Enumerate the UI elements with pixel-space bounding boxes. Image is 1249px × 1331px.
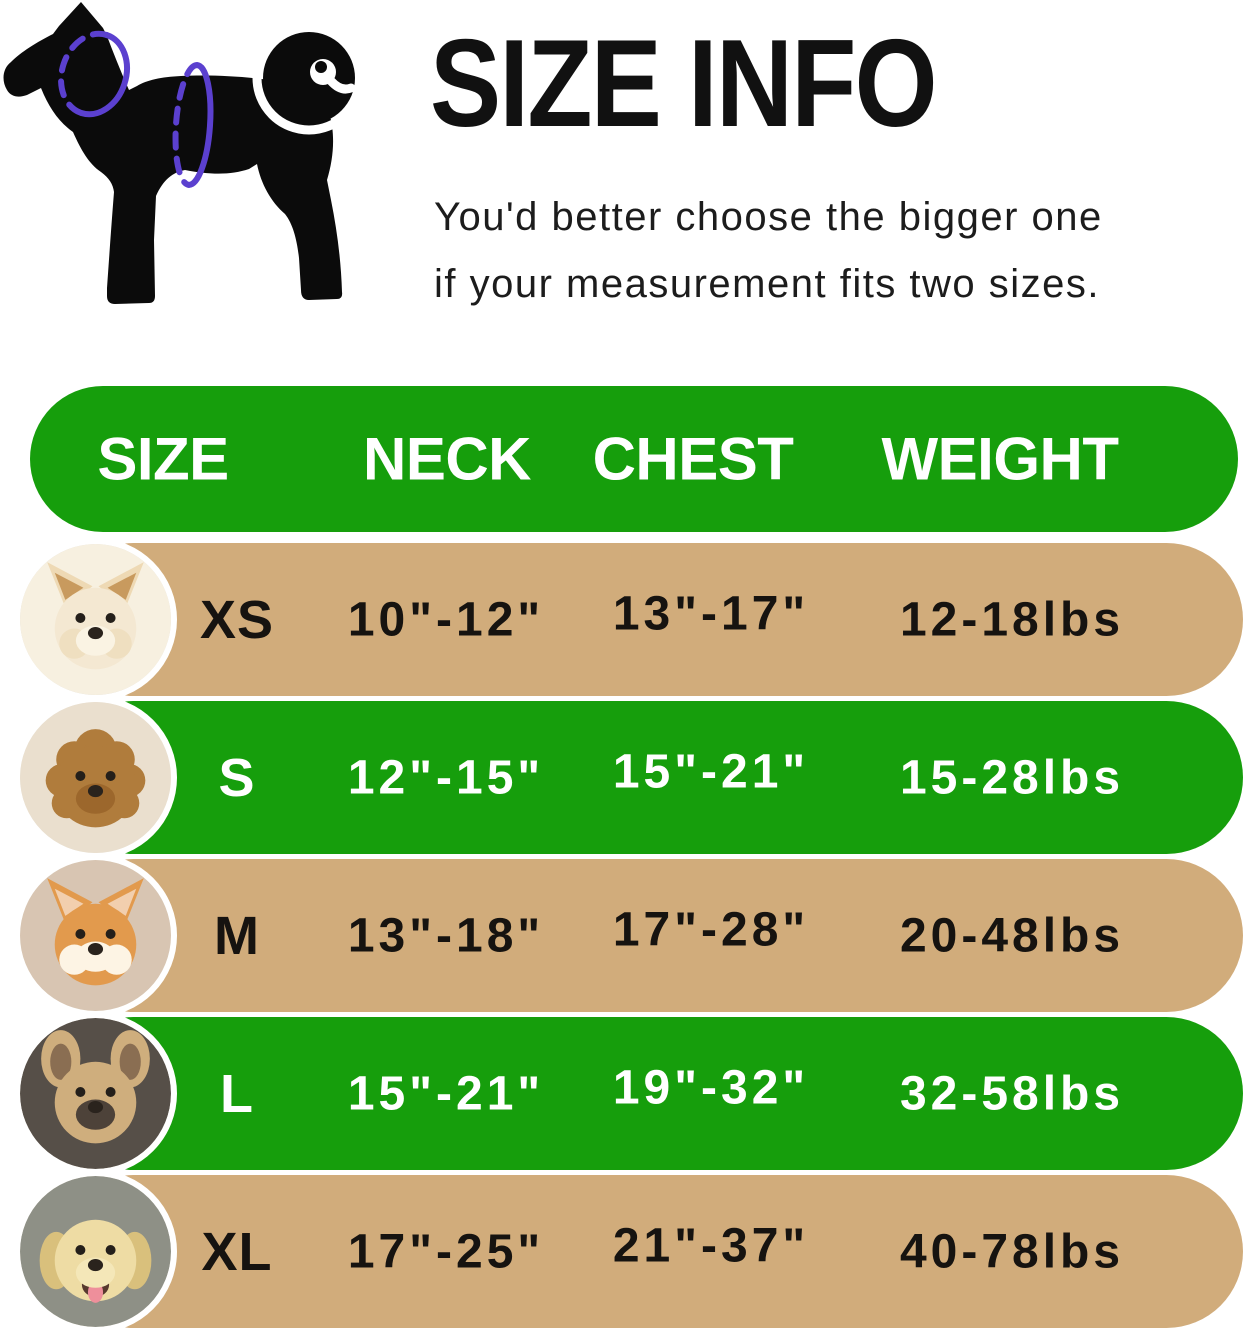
dog-body-shape	[3, 2, 343, 304]
tail-curl	[263, 32, 355, 124]
row-pill	[57, 859, 1243, 1012]
size-cell: L	[220, 1063, 254, 1124]
shiba-inu-photo	[14, 854, 177, 1017]
subtitle-line-1: You'd better choose the bigger one	[434, 195, 1103, 239]
weight-cell: 32-58lbs	[899, 1067, 1125, 1120]
column-header-neck: NECK	[362, 425, 532, 493]
row-pill	[57, 543, 1243, 696]
column-header-size: SIZE	[97, 425, 229, 493]
neck-cell: 10"-12"	[347, 593, 545, 646]
french-bulldog-photo	[14, 1012, 177, 1175]
size-cell: XS	[199, 589, 275, 650]
dog-measurement-silhouette-icon	[0, 0, 382, 330]
chest-cell: 19"-32"	[612, 1061, 810, 1114]
chest-cell: 15"-21"	[612, 745, 810, 798]
table-row-s: S 12"-15" 15"-21" 15-28lbs	[0, 696, 1249, 859]
table-header: SIZE NECK CHEST WEIGHT	[30, 386, 1238, 532]
page-title: SIZE INFO	[430, 15, 938, 153]
column-header-weight: WEIGHT	[881, 425, 1119, 493]
subtitle: You'd better choose the bigger one if yo…	[434, 184, 1103, 318]
size-cell: M	[214, 905, 260, 966]
chest-cell: 13"-17"	[612, 587, 810, 640]
weight-cell: 15-28lbs	[899, 751, 1125, 804]
table-row-m: M 13"-18" 17"-28" 20-48lbs	[0, 854, 1249, 1017]
neck-measure-ring	[58, 30, 130, 118]
table-row-xs: XS 10"-12" 13"-17" 12-18lbs	[0, 538, 1249, 701]
weight-cell: 20-48lbs	[899, 909, 1125, 962]
weight-cell: 12-18lbs	[899, 593, 1125, 646]
subtitle-line-2: if your measurement fits two sizes.	[434, 262, 1101, 306]
table-row-xl: XL 17"-25" 21"-37" 40-78lbs	[0, 1170, 1249, 1331]
neck-cell: 13"-18"	[347, 909, 545, 962]
poodle-photo	[14, 696, 177, 859]
labrador-photo	[14, 1170, 177, 1331]
row-pill	[57, 1175, 1243, 1328]
row-pill	[57, 1017, 1243, 1170]
tail-separator	[252, 21, 366, 135]
neck-cell: 17"-25"	[347, 1225, 545, 1278]
neck-cell: 12"-15"	[347, 751, 545, 804]
neck-cell: 15"-21"	[347, 1067, 545, 1120]
size-cell: XL	[201, 1221, 273, 1282]
chest-cell: 17"-28"	[612, 903, 810, 956]
size-cell: S	[218, 747, 256, 808]
pomeranian-photo	[14, 538, 177, 701]
table-row-l: L 15"-21" 19"-32" 32-58lbs	[0, 1012, 1249, 1175]
weight-cell: 40-78lbs	[899, 1225, 1125, 1278]
column-header-chest: CHEST	[592, 425, 794, 493]
row-pill	[57, 701, 1243, 854]
chest-cell: 21"-37"	[612, 1219, 810, 1272]
